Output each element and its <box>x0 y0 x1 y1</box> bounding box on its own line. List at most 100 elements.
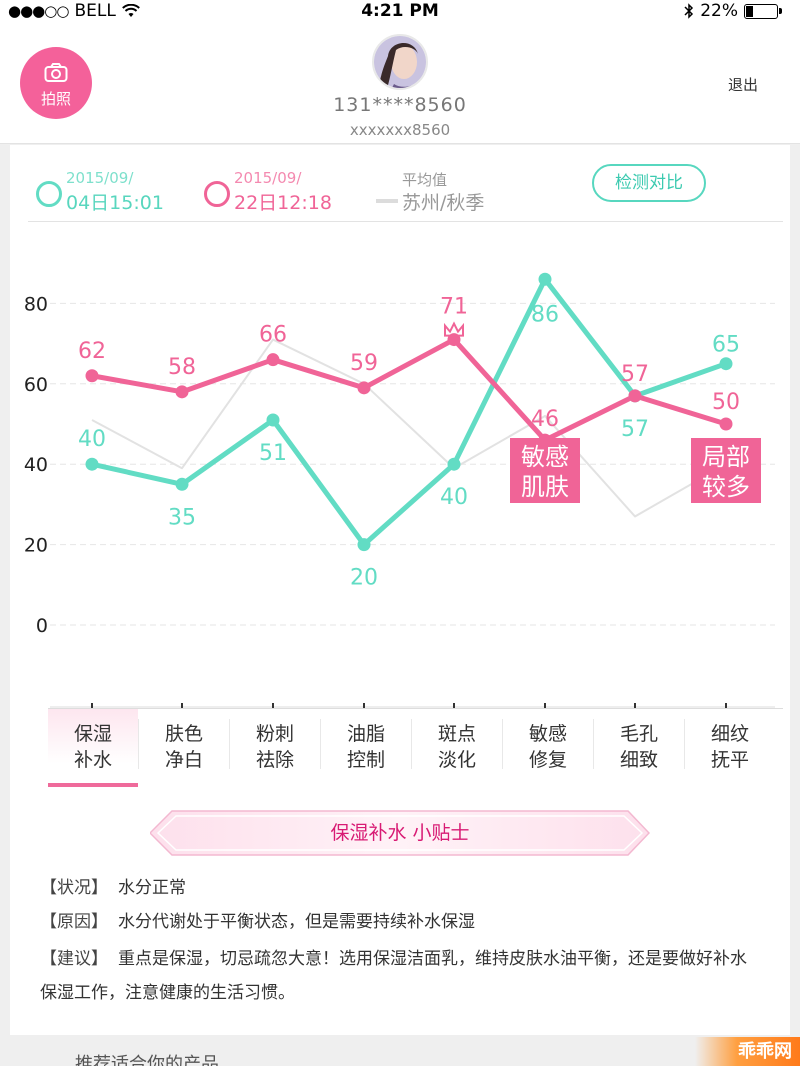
tab-5[interactable]: 敏感 修复 <box>503 709 593 787</box>
battery-icon <box>744 3 782 19</box>
average-label: 平均值 <box>402 171 448 189</box>
y-tick-label: 80 <box>24 293 48 315</box>
tab-label-line1: 斑点 <box>437 723 476 745</box>
recommend-section-title: 推荐适合你的产品 <box>75 1054 219 1066</box>
tab-label-line2: 淡化 <box>437 749 476 771</box>
tab-label-line1: 敏感 <box>528 723 567 745</box>
wifi-icon <box>121 4 140 17</box>
tab-label: 肤色 净白 <box>139 721 229 773</box>
tab-label-line2: 净白 <box>164 749 203 771</box>
tab-separator <box>593 719 594 769</box>
y-tick-label: 60 <box>24 374 48 396</box>
data-label-second: 59 <box>350 351 378 376</box>
advice-value: 重点是保湿，切忌疏忽大意！选用保湿洁面乳，维持皮肤水油平衡，还是要做好补水保湿工… <box>40 949 747 1003</box>
y-tick-label: 20 <box>24 535 48 557</box>
camera-icon <box>44 63 68 82</box>
data-point-first <box>266 413 280 427</box>
tab-separator <box>320 719 321 769</box>
tab-3[interactable]: 油脂 控制 <box>321 709 411 787</box>
phone-number: 131****8560 <box>333 94 467 116</box>
bluetooth-icon <box>684 3 694 19</box>
avatar[interactable] <box>372 34 428 90</box>
profile-header: 拍照 131****8560 xxxxxxx8560 退出 <box>0 24 800 144</box>
reason-row: 【原因】 水分代谢处于平衡状态，但是需要持续补水保湿 <box>40 905 760 939</box>
tab-label: 油脂 控制 <box>321 721 411 773</box>
advice-key: 【建议】 <box>40 949 108 969</box>
tip-banner <box>150 810 650 856</box>
data-label-first: 65 <box>712 333 740 358</box>
y-tick-label: 0 <box>36 615 48 637</box>
tab-label: 斑点 淡化 <box>412 721 502 773</box>
data-label-first: 40 <box>78 427 106 452</box>
tab-label: 敏感 修复 <box>503 721 593 773</box>
reason-key: 【原因】 <box>40 912 108 932</box>
data-point-first <box>447 457 461 471</box>
tab-2[interactable]: 粉刺 祛除 <box>230 709 320 787</box>
tab-separator <box>684 719 685 769</box>
tab-0[interactable]: 保湿 补水 <box>48 709 138 787</box>
average-line-icon <box>376 199 398 203</box>
compare-button[interactable]: 检测对比 <box>592 164 706 202</box>
tab-label-line2: 控制 <box>346 749 385 771</box>
analysis-card: 2015/09/ 04日15:01 2015/09/ 22日12:18 平均值 … <box>10 145 790 1035</box>
legend-second-date-line2: 22日12:18 <box>234 192 332 214</box>
camera-button[interactable]: 拍照 <box>20 47 92 119</box>
ring-icon <box>204 181 230 207</box>
tab-label-line1: 肤色 <box>164 723 203 745</box>
tab-separator <box>138 719 139 769</box>
status-bar: ●●●○○ BELL 4:21 PM 22% <box>0 0 800 24</box>
data-point-second <box>357 381 371 395</box>
tab-label-line1: 毛孔 <box>619 723 658 745</box>
data-label-second: 66 <box>259 323 287 348</box>
annotation-box <box>691 438 761 503</box>
data-point-second <box>266 353 280 367</box>
legend-first-date-line1: 2015/09/ <box>66 169 134 187</box>
ring-icon <box>36 181 62 207</box>
legend-first-date-line2: 04日15:01 <box>66 192 164 214</box>
tab-label-line1: 油脂 <box>346 723 385 745</box>
data-label-second: 50 <box>712 390 740 415</box>
carrier-label: BELL <box>74 1 116 21</box>
logout-button[interactable]: 退出 <box>727 76 758 94</box>
status-value: 水分正常 <box>118 878 186 898</box>
series-line-average <box>91 338 727 518</box>
data-point-first <box>85 457 99 471</box>
status-row: 【状况】 水分正常 <box>40 871 760 905</box>
reason-value: 水分代谢处于平衡状态，但是需要持续补水保湿 <box>118 912 475 932</box>
y-tick-label: 40 <box>24 454 48 476</box>
data-point-first <box>357 538 371 552</box>
average-place: 苏州/秋季 <box>402 192 485 214</box>
data-label-second: 71 <box>440 295 468 320</box>
tab-4[interactable]: 斑点 淡化 <box>412 709 502 787</box>
legend-second-date-line1: 2015/09/ <box>234 169 302 187</box>
tab-1[interactable]: 肤色 净白 <box>139 709 229 787</box>
battery-percent: 22% <box>700 1 738 21</box>
tab-6[interactable]: 毛孔 细致 <box>594 709 684 787</box>
annotation-text: 肌肤 <box>521 473 569 501</box>
tab-label: 细纹 抚平 <box>685 721 775 773</box>
data-point-first <box>719 357 733 371</box>
tab-label: 粉刺 祛除 <box>230 721 320 773</box>
data-label-first: 20 <box>350 566 378 591</box>
data-label-first: 40 <box>440 485 468 510</box>
data-point-second <box>175 385 189 399</box>
crown-icon <box>444 321 464 337</box>
data-point-first <box>175 477 189 491</box>
data-label-second: 62 <box>78 339 106 364</box>
data-label-second: 46 <box>531 407 559 432</box>
tab-7[interactable]: 细纹 抚平 <box>685 709 775 787</box>
annotation-text: 敏感 <box>521 443 569 471</box>
tab-label: 毛孔 细致 <box>594 721 684 773</box>
tab-label: 保湿 补水 <box>48 721 138 773</box>
watermark: 乖乖网 <box>695 1037 800 1066</box>
tab-separator <box>502 719 503 769</box>
tab-separator <box>411 719 412 769</box>
series-line-second <box>91 337 727 443</box>
clock: 4:21 PM <box>361 1 439 21</box>
data-point-second <box>85 369 99 383</box>
category-tabs: 保湿 补水 肤色 净白 粉刺 祛除 油脂 控制 斑点 淡化 敏感 修复 毛孔 细致 细纹 抚平 <box>48 708 783 787</box>
tab-label-line2: 修复 <box>528 749 567 771</box>
tab-label-line1: 细纹 <box>710 723 749 745</box>
tab-label-line2: 细致 <box>619 749 658 771</box>
